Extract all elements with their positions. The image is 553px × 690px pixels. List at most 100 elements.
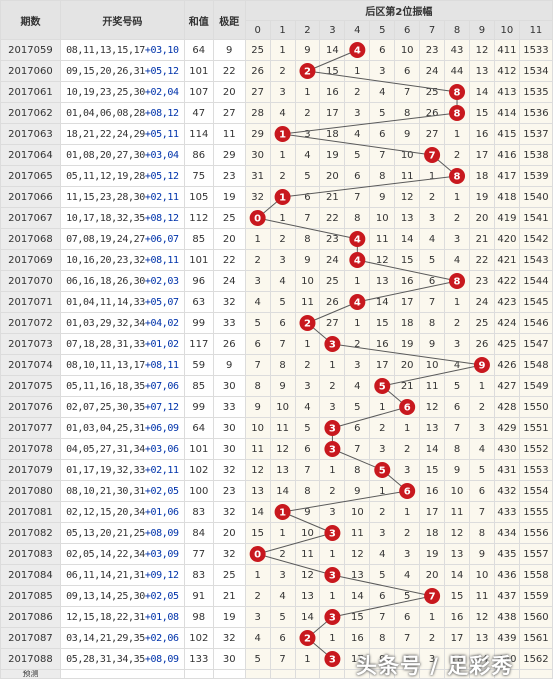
omission-cell [319, 564, 346, 586]
front-numbers: 05,13,20,21,25 [66, 527, 145, 539]
span-cell: 30 [212, 648, 246, 670]
draw-numbers-cell: 01,04,11,14,33+05,07 [59, 291, 185, 313]
omission-cell: 12 [244, 459, 271, 481]
back-numbers: +02,04 [144, 86, 179, 98]
span-cell: 11 [212, 123, 246, 145]
omission-cell: 14 [344, 585, 371, 607]
omission-cell: 416 [493, 144, 520, 166]
omission-cell: 8 [344, 207, 371, 229]
omission-cell: 18 [468, 165, 495, 187]
omission-cell: 3 [319, 501, 346, 523]
omission-cell: 2 [419, 186, 446, 208]
omission-cell: 1 [419, 606, 446, 628]
omission-cell: 7 [419, 291, 446, 313]
period-cell: 2017063 [0, 123, 61, 145]
omission-cell: 4 [344, 123, 371, 145]
omission-cell: 6 [269, 627, 296, 649]
omission-cell: 11 [244, 438, 271, 460]
omission-cell: 1539 [518, 165, 553, 187]
omission-cell [294, 312, 321, 334]
table-row: 2017062 01,04,06,08,28+08,12 47 27 28 4 2 17 3 5 8… [0, 102, 553, 124]
omission-cell: 9 [344, 480, 371, 502]
omission-cell: 15 [344, 606, 371, 628]
omission-cell: 23 [468, 270, 495, 292]
omission-cell [394, 480, 421, 502]
table-row: 2017081 02,12,15,20,34+01,06 83 32 14 9 3 10 2 1 1… [0, 501, 553, 523]
period-cell: 2017071 [0, 291, 61, 313]
period-cell: 2017080 [0, 480, 61, 502]
span-cell: 32 [212, 459, 246, 481]
omission-cell: 10 [244, 417, 271, 439]
front-numbers: 12,15,18,22,31 [66, 611, 145, 623]
omission-cell: 1 [244, 228, 271, 250]
amp-col-header: 7 [419, 20, 446, 40]
omission-cell [319, 606, 346, 628]
span-cell: 9 [212, 39, 246, 61]
sum-cell: 85 [183, 228, 214, 250]
period-cell: 2017087 [0, 627, 61, 649]
partial-cell [294, 669, 321, 679]
omission-cell: 14 [444, 564, 470, 586]
draw-numbers-cell: 01,03,29,32,34+04,02 [59, 312, 185, 334]
omission-cell: 13 [468, 627, 495, 649]
omission-cell [344, 291, 371, 313]
omission-cell [419, 144, 446, 166]
omission-cell: 11 [369, 228, 396, 250]
omission-cell: 11 [294, 291, 321, 313]
omission-cell [244, 207, 271, 229]
omission-cell: 1554 [518, 480, 553, 502]
omission-cell: 9 [369, 648, 396, 670]
omission-cell: 424 [493, 312, 520, 334]
omission-cell: 6 [394, 60, 421, 82]
front-numbers: 05,11,12,19,28 [66, 170, 145, 182]
omission-cell: 1537 [518, 123, 553, 145]
omission-cell: 9 [468, 543, 495, 565]
period-cell: 2017059 [0, 39, 61, 61]
period-cell: 2017085 [0, 585, 61, 607]
sum-cell: 83 [183, 501, 214, 523]
sum-cell: 114 [183, 123, 214, 145]
omission-cell: 438 [493, 606, 520, 628]
draw-numbers-cell: 07,08,19,24,27+06,07 [59, 228, 185, 250]
period-cell: 2017073 [0, 333, 61, 355]
back-numbers: +08,11 [144, 254, 179, 266]
omission-cell: 6 [344, 417, 371, 439]
span-cell: 25 [212, 564, 246, 586]
omission-cell: 432 [493, 480, 520, 502]
header-amplitude: 后区第2位振幅 [244, 0, 553, 21]
front-numbers: 01,08,20,27,30 [66, 149, 145, 161]
omission-cell [369, 375, 396, 397]
omission-cell: 19 [468, 186, 495, 208]
omission-cell: 2 [394, 438, 421, 460]
period-cell: 2017075 [0, 375, 61, 397]
omission-cell: 23 [419, 39, 446, 61]
draw-numbers-cell: 11,15,23,28,30+02,11 [59, 186, 185, 208]
omission-cell: 13 [419, 417, 446, 439]
span-cell: 25 [212, 207, 246, 229]
span-cell: 23 [212, 165, 246, 187]
table-row: 2017071 01,04,11,14,33+05,07 63 32 4 5 11 26 14 1… [0, 291, 553, 313]
omission-cell: 13 [294, 585, 321, 607]
omission-cell: 9 [294, 249, 321, 271]
omission-cell: 1562 [518, 648, 553, 670]
omission-cell: 6 [369, 123, 396, 145]
omission-cell: 13 [269, 459, 296, 481]
omission-cell: 23 [319, 228, 346, 250]
omission-cell: 7 [394, 627, 421, 649]
omission-cell: 22 [468, 249, 495, 271]
period-cell: 2017079 [0, 459, 61, 481]
omission-cell: 11 [468, 585, 495, 607]
sum-cell: 102 [183, 459, 214, 481]
omission-cell: 419 [493, 207, 520, 229]
table-row: 2017068 07,08,19,24,27+06,07 85 20 1 2 8 23 11 14… [0, 228, 553, 250]
omission-cell: 12 [444, 522, 470, 544]
omission-cell: 5 [444, 375, 470, 397]
omission-cell: 1560 [518, 606, 553, 628]
omission-cell: 12 [344, 543, 371, 565]
omission-cell: 4 [444, 249, 470, 271]
omission-cell: 15 [369, 312, 396, 334]
front-numbers: 03,14,21,29,35 [66, 632, 145, 644]
front-numbers: 01,04,11,14,33 [66, 296, 145, 308]
front-numbers: 11,15,23,28,30 [66, 191, 145, 203]
front-numbers: 18,21,22,24,29 [66, 128, 145, 140]
